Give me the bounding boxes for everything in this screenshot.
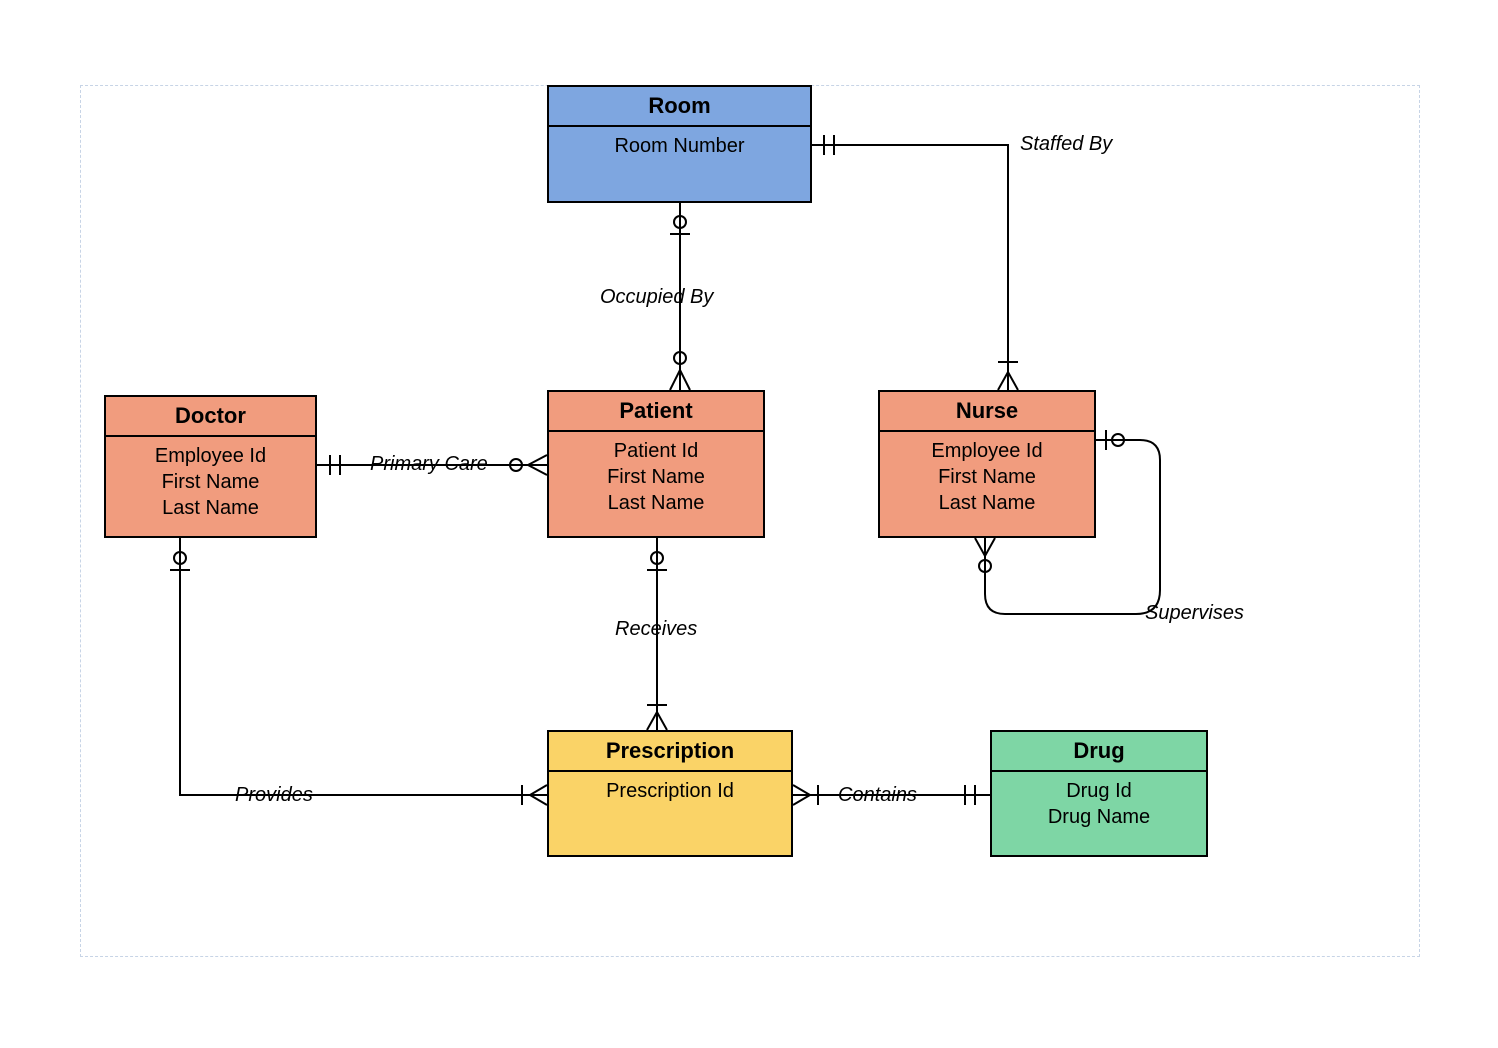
rlabel-supervises: Supervises <box>1145 602 1244 625</box>
entity-patient-attrs: Patient Id First Name Last Name <box>549 432 763 522</box>
entity-drug-attr-1: Drug Name <box>992 804 1206 830</box>
entity-prescription-title: Prescription <box>549 732 791 772</box>
entity-nurse-attrs: Employee Id First Name Last Name <box>880 432 1094 522</box>
entity-prescription-attrs: Prescription Id <box>549 772 791 810</box>
entity-patient-attr-2: Last Name <box>549 490 763 516</box>
entity-patient-title: Patient <box>549 392 763 432</box>
entity-prescription-attr-0: Prescription Id <box>549 778 791 804</box>
entity-prescription: Prescription Prescription Id <box>547 730 793 857</box>
rlabel-contains: Contains <box>838 784 917 807</box>
entity-nurse: Nurse Employee Id First Name Last Name <box>878 390 1096 538</box>
rlabel-primary-care: Primary Care <box>370 453 488 476</box>
entity-drug: Drug Drug Id Drug Name <box>990 730 1208 857</box>
entity-nurse-title: Nurse <box>880 392 1094 432</box>
entity-patient-attr-1: First Name <box>549 464 763 490</box>
entity-doctor-attrs: Employee Id First Name Last Name <box>106 437 315 527</box>
entity-nurse-attr-1: First Name <box>880 464 1094 490</box>
rlabel-receives: Receives <box>615 618 697 641</box>
entity-doctor-attr-1: First Name <box>106 469 315 495</box>
entity-patient-attr-0: Patient Id <box>549 438 763 464</box>
rlabel-provides: Provides <box>235 784 313 807</box>
entity-room-attrs: Room Number <box>549 127 810 165</box>
entity-doctor: Doctor Employee Id First Name Last Name <box>104 395 317 538</box>
entity-room: Room Room Number <box>547 85 812 203</box>
rlabel-staffed-by: Staffed By <box>1020 133 1112 156</box>
entity-doctor-attr-0: Employee Id <box>106 443 315 469</box>
entity-drug-title: Drug <box>992 732 1206 772</box>
entity-room-attr-0: Room Number <box>549 133 810 159</box>
entity-drug-attrs: Drug Id Drug Name <box>992 772 1206 836</box>
entity-nurse-attr-0: Employee Id <box>880 438 1094 464</box>
entity-nurse-attr-2: Last Name <box>880 490 1094 516</box>
entity-patient: Patient Patient Id First Name Last Name <box>547 390 765 538</box>
entity-room-title: Room <box>549 87 810 127</box>
entity-doctor-attr-2: Last Name <box>106 495 315 521</box>
rlabel-occupied-by: Occupied By <box>600 286 713 309</box>
entity-drug-attr-0: Drug Id <box>992 778 1206 804</box>
entity-doctor-title: Doctor <box>106 397 315 437</box>
